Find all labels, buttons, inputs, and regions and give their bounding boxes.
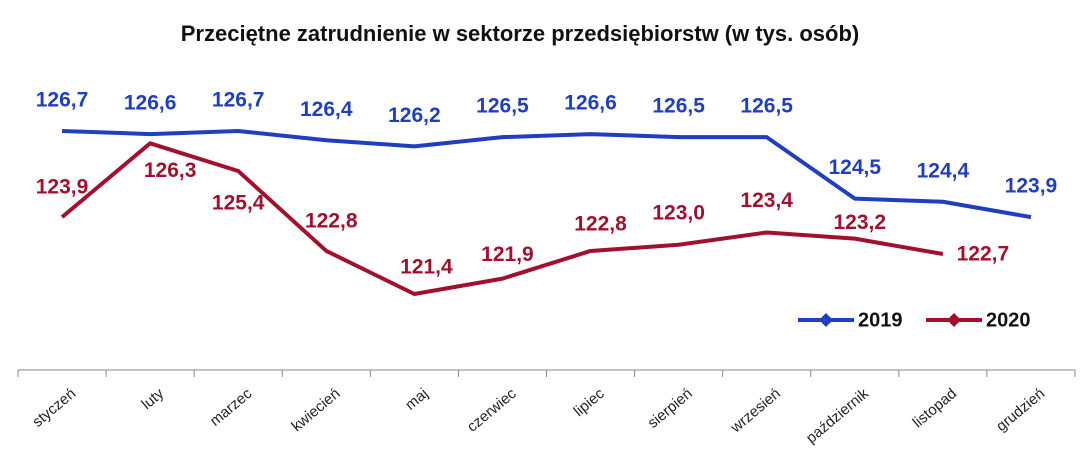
- data-label: 123,9: [36, 176, 89, 199]
- data-label: 126,5: [740, 95, 793, 118]
- x-tick-label: listopad: [909, 385, 960, 431]
- chart-title: Przeciętne zatrudnienie w sektorze przed…: [181, 21, 860, 46]
- data-label: 126,6: [564, 92, 617, 115]
- x-tick-label: luty: [138, 385, 167, 413]
- data-label: 125,4: [212, 192, 265, 215]
- legend-label: 2019: [858, 309, 903, 331]
- data-label: 126,6: [124, 92, 177, 115]
- legend-label: 2020: [986, 309, 1031, 331]
- x-tick-label: styczeń: [29, 385, 79, 431]
- legend-marker: [819, 313, 833, 327]
- data-label: 126,5: [476, 95, 529, 118]
- x-tick-label: marzec: [207, 385, 256, 430]
- x-tick-label: wrzesień: [727, 385, 784, 437]
- data-label: 121,9: [481, 243, 534, 266]
- data-label: 123,9: [1005, 175, 1058, 198]
- data-label: 121,4: [400, 256, 453, 279]
- x-tick-label: kwiecień: [288, 385, 343, 435]
- x-tick-label: maj: [402, 385, 431, 414]
- data-label: 124,5: [829, 156, 882, 179]
- data-label: 126,7: [36, 89, 89, 112]
- data-label: 122,7: [957, 243, 1010, 266]
- data-label: 123,4: [740, 189, 793, 212]
- series-line: [60, 141, 944, 296]
- data-label: 126,5: [652, 95, 705, 118]
- data-label: 126,4: [300, 98, 353, 121]
- data-label: 126,2: [388, 104, 441, 127]
- x-tick-label: sierpień: [645, 385, 696, 432]
- data-label: 122,8: [305, 209, 358, 232]
- series-line: [61, 129, 1032, 220]
- legend-marker: [947, 313, 961, 327]
- data-label: 126,3: [144, 159, 197, 182]
- data-label: 124,4: [917, 159, 970, 182]
- data-label: 122,8: [574, 212, 627, 235]
- data-label: 123,0: [652, 201, 705, 224]
- x-tick-label: grudzień: [993, 385, 1048, 435]
- x-tick-label: lipiec: [571, 385, 608, 420]
- data-label: 123,2: [834, 211, 887, 234]
- x-tick-label: czerwiec: [464, 385, 520, 436]
- x-tick-label: październik: [803, 385, 872, 447]
- data-label: 126,7: [212, 89, 265, 112]
